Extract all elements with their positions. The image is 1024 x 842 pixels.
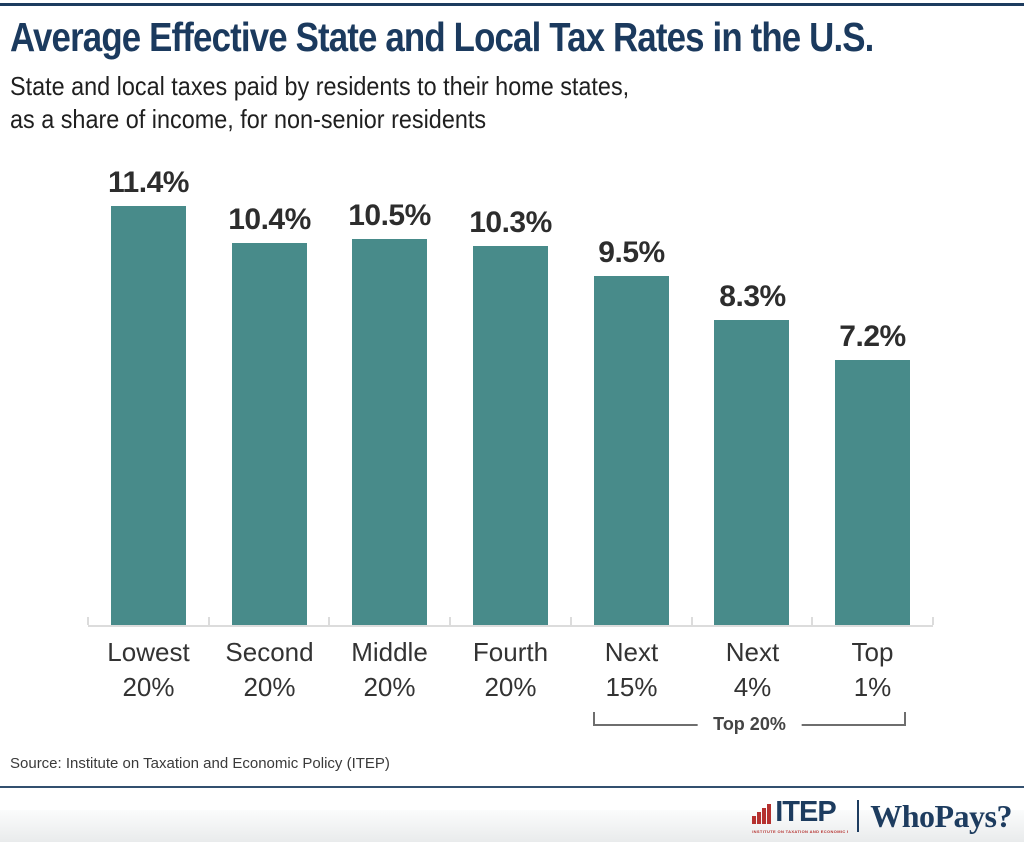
bar xyxy=(111,206,186,625)
bar-value-label: 7.2% xyxy=(839,320,906,353)
bar xyxy=(714,320,789,625)
bracket-label: Top 20% xyxy=(697,714,802,734)
axis-tick xyxy=(932,617,934,625)
axis-tick xyxy=(328,617,330,625)
axis-tick xyxy=(449,617,451,625)
axis-tick xyxy=(208,617,210,625)
itep-barchart-icon xyxy=(752,804,772,827)
category-label: Lowest 20% xyxy=(107,637,190,702)
footer-logos: ITEP INSTITUTE ON TAXATION AND ECONOMIC … xyxy=(752,795,1012,837)
bar-value-label: 10.4% xyxy=(228,203,311,236)
bar xyxy=(473,246,548,625)
bracket-left-tick xyxy=(593,712,595,726)
bar-value-label: 10.3% xyxy=(469,206,552,239)
itep-tagline: INSTITUTE ON TAXATION AND ECONOMIC POLIC… xyxy=(752,829,848,834)
bar-value-label: 11.4% xyxy=(108,166,189,199)
category-label: Fourth 20% xyxy=(472,637,549,702)
bar-value-label: 9.5% xyxy=(598,236,665,269)
itep-logo-row: ITEP xyxy=(752,796,837,828)
axis-baseline xyxy=(88,625,933,627)
chart-subtitle: State and local taxes paid by residents … xyxy=(10,70,629,136)
bottom-divider xyxy=(0,786,1024,788)
bar-value-label: 10.5% xyxy=(348,199,431,232)
whopays-wordmark: WhoPays? xyxy=(870,797,1012,834)
subtitle-line-1: State and local taxes paid by residents … xyxy=(10,71,630,101)
axis-tick xyxy=(87,617,89,625)
bracket-right-tick xyxy=(904,712,906,726)
axis-tick xyxy=(570,617,572,625)
bar xyxy=(232,243,307,625)
bar xyxy=(835,360,910,625)
page-title: Average Effective State and Local Tax Ra… xyxy=(10,14,874,60)
itep-wordmark: ITEP xyxy=(775,796,836,828)
category-label: Second 20% xyxy=(225,637,314,702)
category-label: Next 4% xyxy=(725,637,780,702)
axis-tick xyxy=(691,617,693,625)
bar-value-label: 8.3% xyxy=(719,280,786,313)
bar xyxy=(352,239,427,625)
category-label: Middle 20% xyxy=(351,637,428,702)
top-20-bracket: Top 20% xyxy=(593,712,906,736)
bar xyxy=(594,276,669,625)
itep-logo: ITEP INSTITUTE ON TAXATION AND ECONOMIC … xyxy=(752,798,848,834)
category-label: Next 15% xyxy=(604,637,659,702)
subtitle-line-2: as a share of income, for non-senior res… xyxy=(10,104,487,134)
top-divider xyxy=(0,3,1024,6)
axis-tick xyxy=(811,617,813,625)
category-label: Top 1% xyxy=(851,637,894,702)
footer-strip xyxy=(0,810,1024,842)
logo-divider xyxy=(857,800,860,832)
source-note: Source: Institute on Taxation and Econom… xyxy=(10,755,390,772)
